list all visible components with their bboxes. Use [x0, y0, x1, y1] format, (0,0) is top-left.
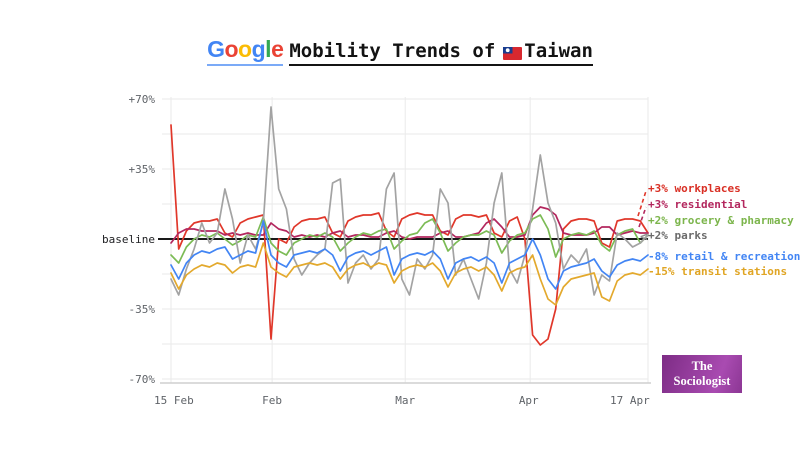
page-title: Google Mobility Trends of Taiwan: [0, 36, 800, 66]
y-axis-label: baseline: [102, 233, 155, 246]
legend-item-retail: -8% retail & recreation: [648, 250, 800, 263]
google-letter: l: [265, 36, 272, 62]
y-axis-label: +35%: [129, 163, 156, 176]
series-line-residential: [170, 206, 649, 244]
x-axis-label: Apr: [519, 394, 539, 407]
taiwan-flag-icon: [503, 47, 523, 60]
legend-item-transit: -15% transit stations: [648, 265, 788, 278]
x-axis-label: Feb: [262, 394, 282, 407]
badge-line1: The: [691, 359, 713, 373]
title-underlined-group: Mobility Trends of Taiwan: [289, 40, 593, 66]
google-letter: o: [238, 36, 252, 62]
y-axis-label: +70%: [129, 93, 156, 106]
legend-item-grocery: +2% grocery & pharmacy: [648, 214, 794, 227]
x-axis-label: Mar: [395, 394, 415, 407]
leader-line-workplaces: [637, 190, 647, 217]
title-text: Mobility Trends of: [289, 40, 496, 62]
series-line-workplaces: [170, 124, 649, 346]
series-line-parks: [170, 106, 649, 300]
endpoint-marker-parks: <: [640, 230, 648, 245]
series-line-transit: [170, 242, 649, 306]
series-line-retail: [170, 220, 649, 290]
google-letter: o: [224, 36, 239, 62]
series-line-grocery: [170, 214, 649, 264]
sociologist-badge: The Sociologist: [662, 355, 742, 393]
google-logo: Google: [207, 36, 284, 66]
google-letter: G: [207, 36, 225, 62]
legend-item-residential: +3% residential: [648, 198, 748, 211]
y-axis-label: -70%: [129, 373, 156, 386]
leader-line-residential: [638, 206, 647, 228]
y-axis-label: -35%: [129, 303, 156, 316]
google-letter: g: [251, 36, 266, 62]
badge-line2: Sociologist: [673, 374, 731, 388]
legend-item-workplaces: +3% workplaces: [648, 182, 741, 195]
google-letter: e: [271, 36, 284, 62]
x-axis-label: 17 Apr: [610, 394, 650, 407]
x-axis-label: 15 Feb: [154, 394, 194, 407]
title-country: Taiwan: [524, 40, 593, 62]
legend-item-parks: +2% parks: [648, 229, 708, 242]
